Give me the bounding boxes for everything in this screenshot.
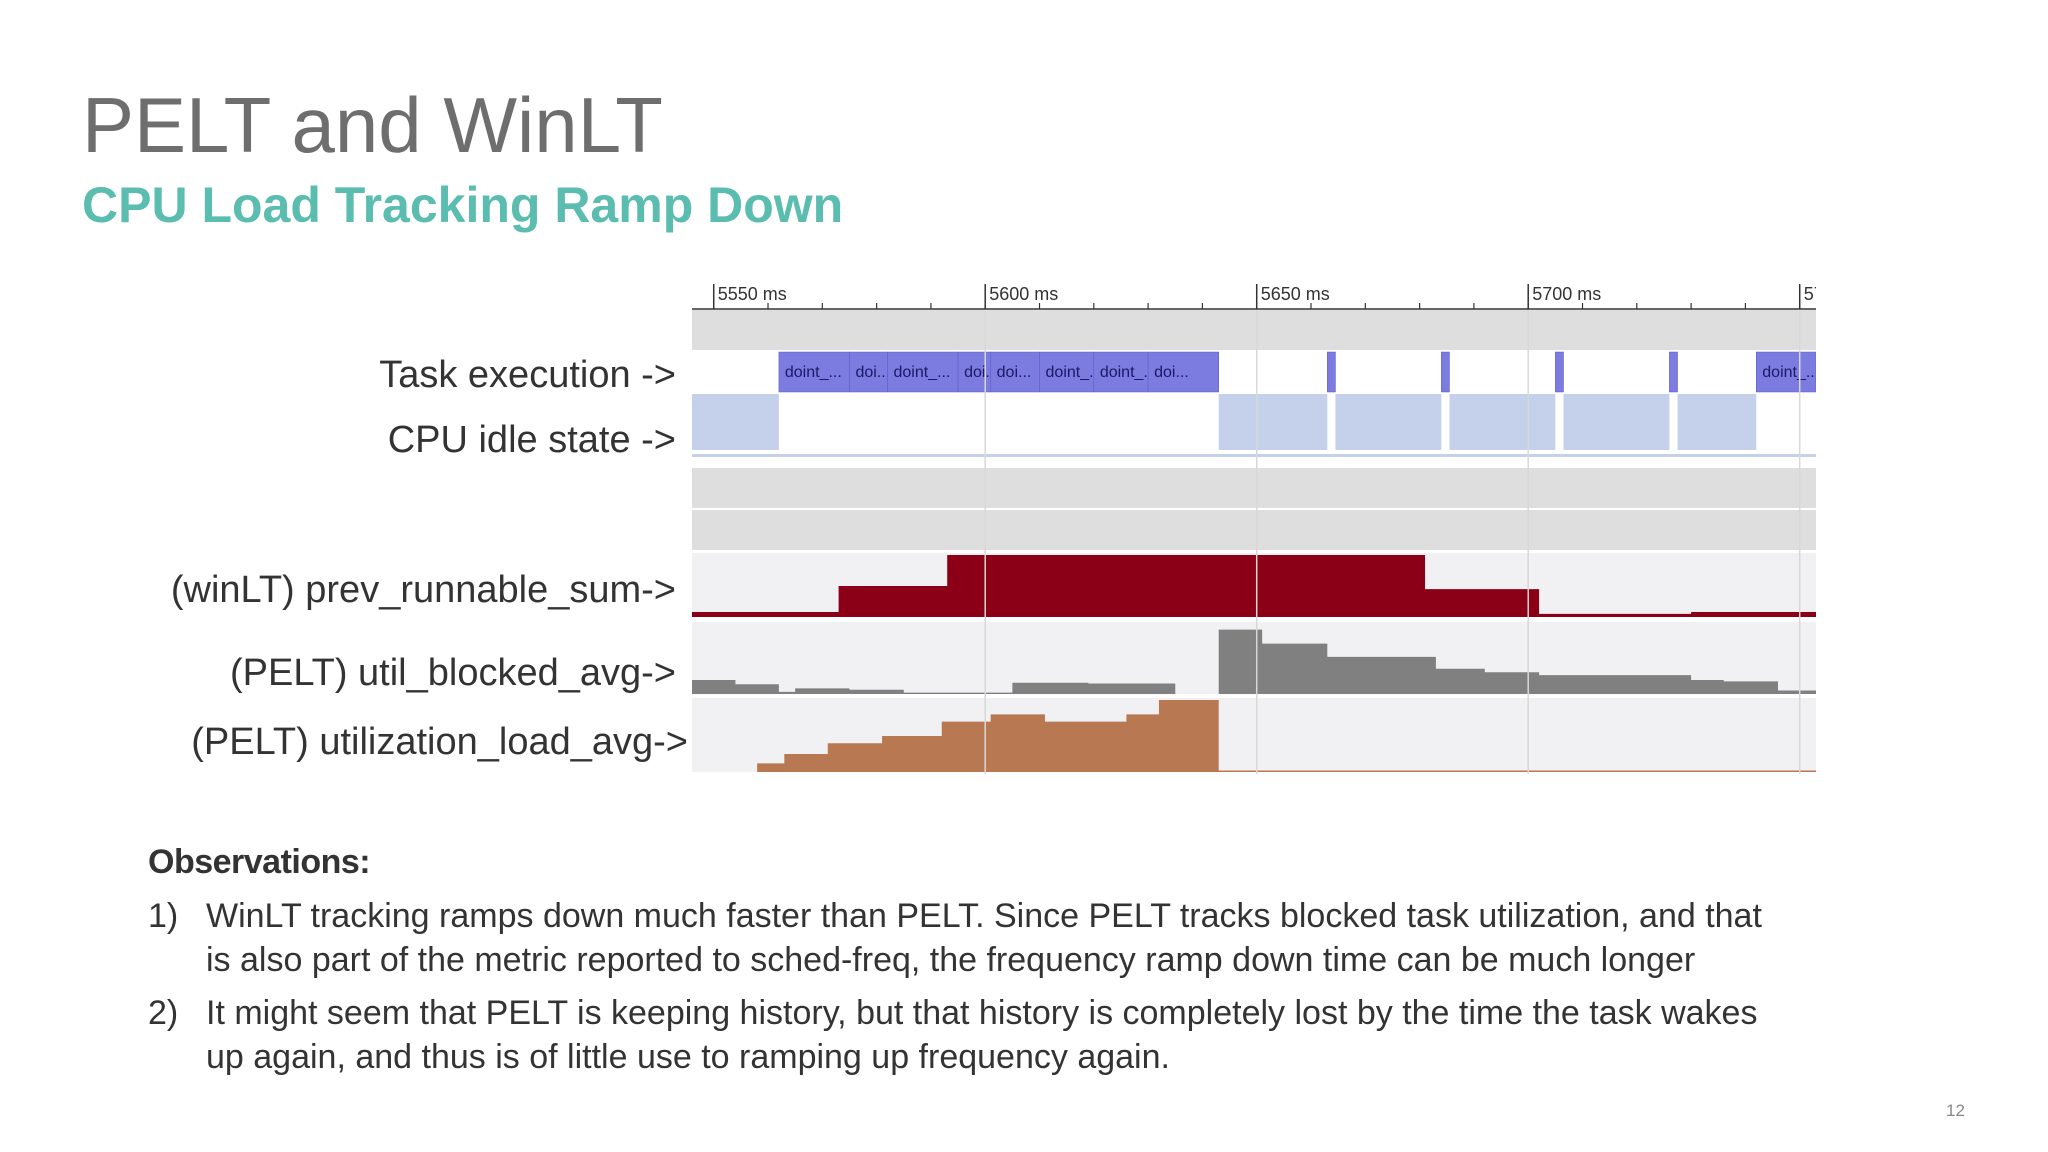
task-slice-label: doi... xyxy=(855,364,890,381)
task-slice-label: doint_... xyxy=(785,364,842,381)
observation-text: WinLT tracking ramps down much faster th… xyxy=(206,897,1762,979)
idle-baseline xyxy=(692,454,1816,457)
observations-heading: Observations: xyxy=(148,843,371,881)
slide-title: PELT and WinLT xyxy=(82,81,663,169)
util-blocked-counter-track xyxy=(692,622,1816,694)
task-slice-label: doint_... xyxy=(1046,364,1103,381)
cpu-idle-track xyxy=(692,394,1816,457)
separator-band xyxy=(692,468,1816,508)
task-slice[interactable] xyxy=(887,351,959,393)
idle-state-block xyxy=(1335,394,1442,450)
task-execution-track[interactable]: doint_... doi... doint_... doi...doi... doin… xyxy=(778,351,1816,393)
slide-subtitle: CPU Load Tracking Ramp Down xyxy=(82,177,844,233)
time-ruler: 5550 ms 5600 ms 5650 ms 5700 ms 57 xyxy=(692,284,1816,310)
ruler-tick-label: 5700 ms xyxy=(1532,284,1601,304)
task-slice[interactable] xyxy=(1147,351,1219,393)
winlt-counter-track xyxy=(692,553,1816,617)
observation-number: 2) xyxy=(148,994,179,1032)
observation-number: 1) xyxy=(148,897,179,935)
winlt-label: (winLT) prev_runnable_sum-> xyxy=(170,569,676,611)
idle-state-block xyxy=(1677,394,1757,450)
task-slice[interactable] xyxy=(849,351,888,393)
task-slice[interactable] xyxy=(1039,351,1095,393)
task-slice-label: doi... xyxy=(997,364,1032,381)
ruler-tick-label: 5600 ms xyxy=(989,284,1058,304)
util-blocked-label: (PELT) util_blocked_avg-> xyxy=(229,652,676,694)
ruler-tick-label: 5650 ms xyxy=(1261,284,1330,304)
page-number: 12 xyxy=(1946,1101,1965,1120)
task-slice[interactable] xyxy=(1555,351,1564,393)
ruler-tick-label: 5550 ms xyxy=(718,284,787,304)
time-gridlines xyxy=(984,310,1801,774)
util-blocked-area xyxy=(692,629,1816,694)
task-slice[interactable] xyxy=(1669,351,1678,393)
task-slice-label: doi... xyxy=(964,364,999,381)
task-slice[interactable] xyxy=(1093,351,1149,393)
winlt-area xyxy=(692,555,1816,617)
idle-state-block xyxy=(1563,394,1670,450)
idle-state-block xyxy=(692,394,779,450)
util-load-counter-track xyxy=(692,698,1816,772)
task-slice[interactable] xyxy=(1327,351,1336,393)
task-slice[interactable] xyxy=(990,351,1040,393)
util-load-label: (PELT) utilization_load_avg-> xyxy=(191,721,688,763)
task-slice-label: doint_... xyxy=(1762,364,1816,381)
trace-viewer[interactable]: 5550 ms 5600 ms 5650 ms 5700 ms 57 doint_...… xyxy=(692,276,1816,776)
cpu-header-band xyxy=(692,310,1816,350)
idle-state-block xyxy=(1449,394,1556,450)
task-slice[interactable] xyxy=(778,351,850,393)
task-slice-label: doi... xyxy=(1154,364,1189,381)
task-slice-label: doint_... xyxy=(1100,364,1157,381)
cpu-band xyxy=(692,310,1816,350)
util-load-area xyxy=(692,700,1816,772)
cpu-idle-label: CPU idle state -> xyxy=(387,419,676,461)
observation-text: It might seem that PELT is keeping histo… xyxy=(206,994,1758,1076)
task-slice[interactable] xyxy=(1756,351,1816,393)
separator-band xyxy=(692,510,1816,550)
counter-separator-bands xyxy=(692,468,1816,550)
task-execution-label: Task execution -> xyxy=(379,354,676,396)
idle-state-block xyxy=(1218,394,1328,450)
ruler-tick-label: 57 xyxy=(1804,284,1816,304)
task-slice-label: doint_... xyxy=(893,364,950,381)
task-slice[interactable] xyxy=(1441,351,1450,393)
